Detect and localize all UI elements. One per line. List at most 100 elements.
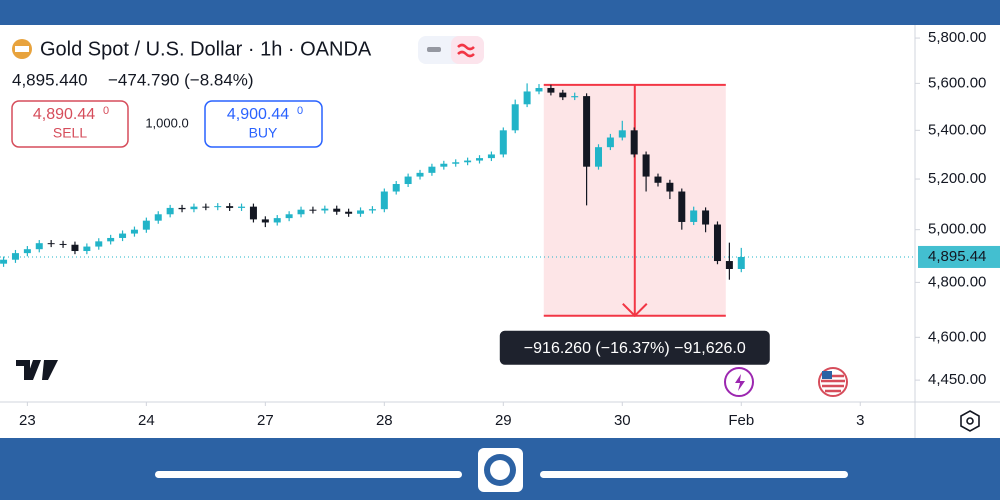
candle-body — [83, 246, 91, 252]
candle-body — [154, 214, 162, 221]
nav-pill[interactable] — [155, 471, 462, 478]
candle-body — [690, 210, 698, 222]
candle-body — [678, 191, 686, 222]
candle-body — [499, 130, 507, 155]
x-tick-label: Feb — [728, 412, 754, 429]
candle-body — [392, 184, 400, 192]
candle-body — [380, 191, 388, 210]
quantity[interactable]: 1,000.0 — [145, 115, 188, 130]
candle-body — [190, 206, 198, 210]
measure-label: −916.260 (−16.37%) −91,626.0 — [524, 340, 746, 357]
symbol-icon-bars — [15, 46, 29, 52]
x-tick-label: 23 — [19, 412, 36, 429]
candle-body — [59, 243, 67, 245]
candle-body — [487, 154, 495, 159]
x-tick-label: 28 — [376, 412, 393, 429]
candle-body — [606, 137, 614, 148]
plot-area — [0, 83, 915, 318]
candle-body — [0, 259, 8, 264]
candle-body — [35, 243, 43, 250]
candle-body — [642, 154, 650, 177]
indicator-toggle-active[interactable] — [451, 36, 484, 64]
nav-pill[interactable] — [540, 471, 848, 478]
buy-label: BUY — [249, 125, 278, 141]
candle-body — [142, 220, 150, 230]
candle-body — [583, 96, 591, 167]
sell-price-suffix: 0 — [103, 105, 109, 117]
candle-body — [702, 210, 710, 225]
last-price: 4,895.440 — [12, 70, 88, 89]
candle-body — [559, 92, 567, 98]
y-tick-label: 5,600.00 — [928, 74, 986, 91]
y-tick-label: 4,450.00 — [928, 371, 986, 388]
candle-body — [440, 163, 448, 167]
candle-body — [226, 206, 234, 208]
price-change: −474.790 (−8.84%) — [108, 70, 254, 89]
toggle-icon — [457, 43, 475, 58]
candle-body — [273, 218, 281, 223]
candle-body — [130, 229, 138, 234]
candle-body — [166, 207, 174, 215]
last-price-tag — [918, 245, 1000, 268]
y-tick-label: 5,800.00 — [928, 29, 986, 46]
candle-body — [654, 176, 662, 183]
candle-body — [618, 130, 626, 138]
candle-body — [261, 219, 269, 223]
candle-body — [249, 206, 257, 220]
candle-body — [594, 147, 602, 167]
sell-button[interactable] — [11, 100, 129, 148]
candle-body — [47, 243, 55, 245]
candle-body — [333, 208, 341, 212]
candle-body — [404, 176, 412, 185]
x-tick-label: 3 — [856, 412, 864, 429]
events-icon-bolt — [735, 374, 745, 391]
candle-body — [523, 91, 531, 105]
buy-button[interactable] — [204, 100, 323, 148]
candle-body — [297, 209, 305, 215]
candle-body — [713, 224, 721, 262]
candle-body — [285, 214, 293, 219]
candle-body — [737, 256, 745, 269]
flag-stripes — [821, 374, 845, 393]
candle-body — [119, 233, 127, 238]
candle-body — [357, 210, 365, 214]
candle-body — [238, 206, 246, 208]
candle-body — [309, 209, 317, 211]
candle-body — [321, 208, 329, 211]
x-tick-label: 30 — [614, 412, 631, 429]
candle-body — [547, 87, 555, 93]
candle-body — [71, 244, 79, 252]
candle-body — [107, 237, 115, 242]
candle-body — [464, 160, 472, 163]
settings-icon-center — [966, 417, 974, 425]
settings-icon[interactable] — [960, 410, 980, 432]
sell-label: SELL — [53, 125, 87, 141]
top-bar — [0, 0, 1000, 25]
symbol-title[interactable]: Gold Spot / U.S. Dollar · 1h · OANDA — [40, 38, 372, 60]
candle-body — [571, 96, 579, 98]
last-price-tag-label: 4,895.44 — [928, 248, 986, 265]
measure-label-box — [499, 330, 770, 365]
candle-body — [368, 209, 376, 211]
home-icon-inner — [490, 460, 510, 480]
tv-logo — [16, 360, 58, 380]
toggle-icon — [427, 47, 441, 52]
candle-body — [535, 87, 543, 92]
candle-body — [452, 162, 460, 164]
candle-body — [345, 211, 353, 214]
x-tick-label: 29 — [495, 412, 512, 429]
candle-body — [630, 130, 638, 155]
buy-price-suffix: 0 — [297, 105, 303, 117]
candle-body — [23, 249, 31, 254]
candle-body — [11, 253, 19, 260]
y-tick-label: 4,600.00 — [928, 328, 986, 345]
x-tick-label: 27 — [257, 412, 274, 429]
y-tick-label: 5,400.00 — [928, 121, 986, 138]
x-tick-label: 24 — [138, 412, 155, 429]
y-tick-label: 5,000.00 — [928, 221, 986, 238]
candle-body — [95, 241, 103, 247]
sell-price: 4,890.44 — [33, 106, 95, 123]
candle-body — [725, 261, 733, 269]
candle-body — [476, 158, 484, 161]
